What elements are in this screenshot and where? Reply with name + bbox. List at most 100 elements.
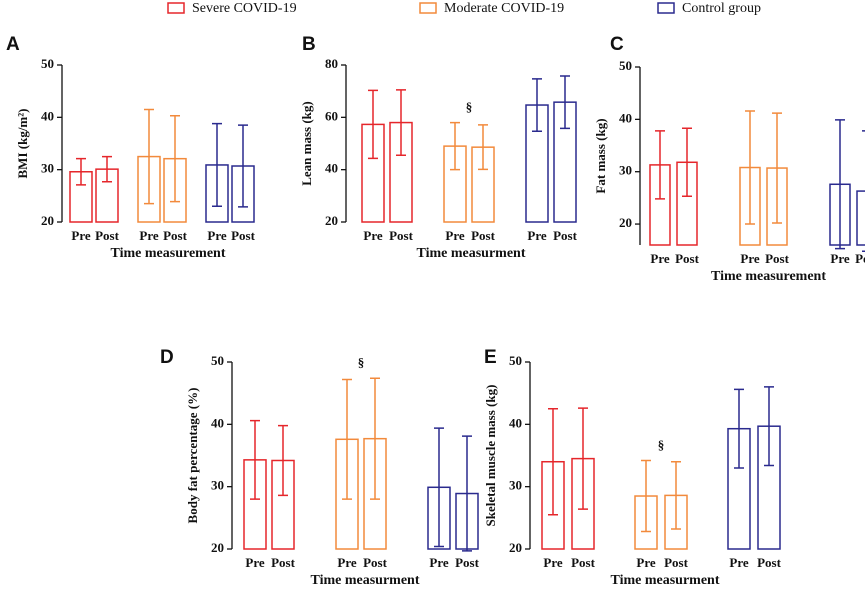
error-bar [278, 424, 288, 497]
x-tick-label: Post [571, 555, 596, 570]
error-bar [370, 377, 380, 500]
x-tick-label: Post [271, 555, 296, 570]
x-tick-label: Post [553, 228, 578, 243]
panel-label: E [484, 347, 497, 368]
error-bar [462, 435, 472, 552]
error-bar [478, 124, 488, 171]
x-tick-label: Post [757, 555, 782, 570]
error-bar [342, 378, 352, 500]
x-tick-label: Pre [527, 228, 546, 243]
y-tick-label: 40 [211, 415, 224, 430]
x-tick-label: Post [675, 251, 700, 266]
y-tick-label: 20 [325, 213, 338, 228]
legend-label: Control group [682, 1, 761, 16]
panel-label: C [610, 34, 624, 55]
error-bar [238, 124, 248, 208]
panel-label: A [6, 34, 20, 55]
y-tick-label: 30 [619, 163, 632, 178]
x-tick-label: Post [471, 228, 496, 243]
x-tick-label: Pre [337, 555, 356, 570]
x-tick-label: Pre [543, 555, 562, 570]
x-tick-label: Post [231, 228, 256, 243]
y-axis-label: BMI (kg/m²) [15, 109, 30, 179]
error-bar [734, 388, 744, 469]
x-tick-label: Pre [740, 251, 759, 266]
error-bar [76, 157, 86, 186]
error-bar [764, 386, 774, 467]
error-bar [835, 119, 845, 250]
x-tick-label: Pre [139, 228, 158, 243]
annotation: § [358, 355, 365, 370]
error-bar [144, 108, 154, 205]
y-tick-label: 40 [41, 108, 54, 123]
error-bar [396, 89, 406, 157]
y-tick-label: 20 [211, 540, 224, 555]
y-axis-label: Lean mass (kg) [299, 101, 314, 186]
y-tick-label: 20 [619, 215, 632, 230]
annotation: § [658, 437, 665, 452]
x-tick-label: Post [95, 228, 120, 243]
y-tick-label: 20 [41, 213, 54, 228]
error-bar [250, 419, 260, 500]
y-axis-label: Skeletal muscle mass (kg) [483, 385, 498, 527]
x-tick-label: Post [363, 555, 388, 570]
y-tick-label: 50 [509, 353, 522, 368]
x-tick-label: Pre [650, 251, 669, 266]
y-tick-label: 40 [619, 110, 632, 125]
error-bar [170, 115, 180, 203]
y-tick-label: 50 [41, 56, 54, 71]
x-axis-label: Time measurment [417, 246, 526, 261]
error-bar [434, 427, 444, 548]
y-tick-label: 40 [509, 415, 522, 430]
panel-label: B [302, 34, 316, 55]
error-bar [745, 110, 755, 225]
bar [856, 190, 865, 246]
error-bar [102, 155, 112, 183]
error-bar [450, 121, 460, 171]
x-tick-label: Pre [71, 228, 90, 243]
x-tick-label: Pre [363, 228, 382, 243]
y-tick-label: 50 [619, 58, 632, 73]
legend-swatch [419, 2, 437, 14]
y-tick-label: 40 [325, 161, 338, 176]
error-bar [655, 130, 665, 200]
x-axis-label: Time measurment [611, 573, 720, 588]
panel-label: D [160, 347, 174, 368]
y-tick-label: 60 [325, 108, 338, 123]
error-bar [578, 407, 588, 510]
x-tick-label: Pre [830, 251, 849, 266]
error-bar [560, 75, 570, 130]
x-axis-label: Time measurment [311, 573, 420, 588]
x-axis-label: Time measurement [111, 246, 226, 261]
y-tick-label: 30 [509, 478, 522, 493]
error-bar [862, 130, 865, 253]
error-bar [772, 112, 782, 224]
y-tick-label: 20 [509, 540, 522, 555]
x-tick-label: Post [389, 228, 414, 243]
x-tick-label: Post [455, 555, 480, 570]
x-tick-label: Pre [429, 555, 448, 570]
x-axis-label: Time measurement [711, 269, 826, 284]
y-axis-label: Fat mass (kg) [593, 118, 608, 193]
legend-swatch [657, 2, 675, 14]
y-tick-label: 30 [41, 161, 54, 176]
x-tick-label: Post [664, 555, 689, 570]
error-bar [532, 78, 542, 132]
error-bar [671, 460, 681, 530]
y-tick-label: 30 [211, 478, 224, 493]
y-tick-label: 50 [211, 353, 224, 368]
error-bar [641, 459, 651, 533]
y-axis-label: Body fat percentage (%) [185, 388, 200, 524]
y-tick-label: 80 [325, 56, 338, 71]
error-bar [548, 408, 558, 516]
x-tick-label: Pre [445, 228, 464, 243]
annotation: § [466, 100, 473, 115]
legend-label: Moderate COVID-19 [444, 1, 564, 16]
error-bar [212, 122, 222, 208]
x-tick-label: Pre [245, 555, 264, 570]
error-bar [368, 89, 378, 160]
x-tick-label: Post [765, 251, 790, 266]
x-tick-label: Post [163, 228, 188, 243]
legend-label: Severe COVID-19 [192, 1, 297, 16]
